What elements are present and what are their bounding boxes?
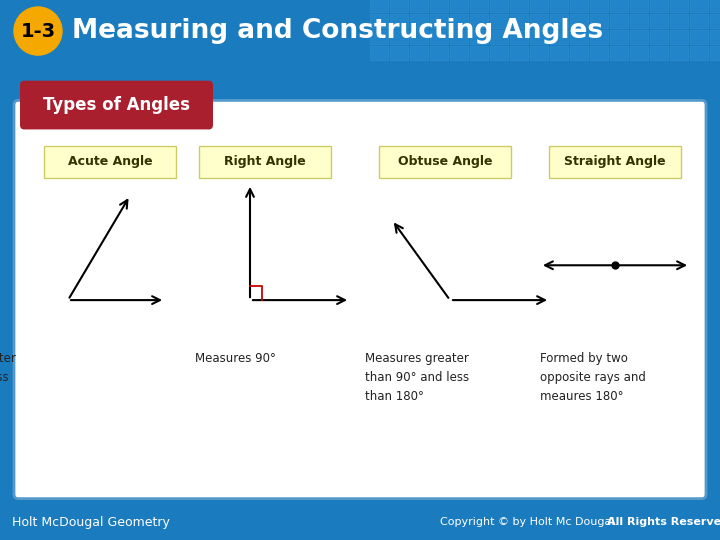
Bar bbox=[410, 30, 428, 44]
Bar bbox=[430, 14, 448, 28]
Text: Holt McDougal Geometry: Holt McDougal Geometry bbox=[12, 516, 170, 529]
Bar bbox=[610, 46, 628, 60]
Text: Measures 90°: Measures 90° bbox=[195, 353, 276, 366]
Bar bbox=[370, 30, 388, 44]
Bar bbox=[390, 46, 408, 60]
Bar bbox=[690, 30, 708, 44]
Bar bbox=[690, 14, 708, 28]
Bar bbox=[570, 30, 588, 44]
Bar bbox=[370, 14, 388, 28]
Bar bbox=[370, 46, 388, 60]
Bar bbox=[710, 14, 720, 28]
Circle shape bbox=[14, 7, 62, 55]
Bar bbox=[650, 30, 668, 44]
Bar bbox=[690, 46, 708, 60]
Bar bbox=[650, 14, 668, 28]
FancyBboxPatch shape bbox=[20, 80, 213, 130]
Bar bbox=[550, 14, 568, 28]
Bar bbox=[630, 14, 648, 28]
FancyBboxPatch shape bbox=[549, 146, 681, 178]
Bar bbox=[550, 30, 568, 44]
Text: Right Angle: Right Angle bbox=[224, 156, 306, 168]
Bar bbox=[690, 0, 708, 12]
Bar bbox=[590, 30, 608, 44]
Bar bbox=[470, 46, 488, 60]
Text: Measures greater
than 90° and less
than 180°: Measures greater than 90° and less than … bbox=[365, 353, 469, 403]
Bar bbox=[410, 0, 428, 12]
Bar bbox=[550, 46, 568, 60]
Bar bbox=[490, 46, 508, 60]
Bar bbox=[510, 30, 528, 44]
Text: Formed by two
opposite rays and
meaures 180°: Formed by two opposite rays and meaures … bbox=[540, 353, 646, 403]
Text: Copyright © by Holt Mc Dougal.: Copyright © by Holt Mc Dougal. bbox=[440, 517, 618, 527]
Bar bbox=[670, 30, 688, 44]
Bar bbox=[710, 46, 720, 60]
Text: All Rights Reserved.: All Rights Reserved. bbox=[607, 517, 720, 527]
Bar bbox=[470, 30, 488, 44]
Text: Types of Angles: Types of Angles bbox=[43, 96, 190, 114]
FancyBboxPatch shape bbox=[379, 146, 511, 178]
Bar bbox=[530, 30, 548, 44]
Bar bbox=[710, 30, 720, 44]
Bar bbox=[410, 14, 428, 28]
Bar bbox=[390, 14, 408, 28]
Bar bbox=[450, 14, 468, 28]
Bar bbox=[570, 14, 588, 28]
Bar bbox=[470, 0, 488, 12]
Bar bbox=[510, 0, 528, 12]
FancyBboxPatch shape bbox=[199, 146, 331, 178]
Bar bbox=[710, 0, 720, 12]
Bar bbox=[630, 0, 648, 12]
Text: Measures greater
than 0° and less
than 90°: Measures greater than 0° and less than 9… bbox=[0, 353, 16, 403]
Bar bbox=[570, 46, 588, 60]
FancyBboxPatch shape bbox=[14, 100, 706, 498]
Bar bbox=[450, 30, 468, 44]
Bar bbox=[490, 14, 508, 28]
Text: Measuring and Constructing Angles: Measuring and Constructing Angles bbox=[72, 18, 603, 44]
Bar bbox=[450, 0, 468, 12]
Bar bbox=[510, 46, 528, 60]
Text: Acute Angle: Acute Angle bbox=[68, 156, 153, 168]
Bar bbox=[550, 0, 568, 12]
Bar bbox=[370, 0, 388, 12]
Bar bbox=[530, 14, 548, 28]
Bar bbox=[530, 0, 548, 12]
Bar bbox=[670, 46, 688, 60]
Bar bbox=[570, 0, 588, 12]
Text: Straight Angle: Straight Angle bbox=[564, 156, 666, 168]
Bar bbox=[430, 30, 448, 44]
Bar bbox=[470, 14, 488, 28]
Bar bbox=[490, 0, 508, 12]
Bar bbox=[590, 46, 608, 60]
FancyBboxPatch shape bbox=[44, 146, 176, 178]
Bar bbox=[590, 0, 608, 12]
Bar bbox=[430, 46, 448, 60]
Bar bbox=[530, 46, 548, 60]
Bar bbox=[610, 30, 628, 44]
Bar bbox=[610, 0, 628, 12]
Bar bbox=[610, 14, 628, 28]
Bar bbox=[630, 46, 648, 60]
Bar bbox=[510, 14, 528, 28]
Bar bbox=[390, 0, 408, 12]
Bar bbox=[450, 46, 468, 60]
Bar bbox=[630, 30, 648, 44]
Bar bbox=[410, 46, 428, 60]
Bar bbox=[430, 0, 448, 12]
Bar bbox=[590, 14, 608, 28]
Bar bbox=[670, 0, 688, 12]
Bar bbox=[390, 30, 408, 44]
Text: 1-3: 1-3 bbox=[20, 22, 55, 40]
Bar bbox=[650, 46, 668, 60]
Bar bbox=[670, 14, 688, 28]
Bar bbox=[490, 30, 508, 44]
Bar bbox=[650, 0, 668, 12]
Text: Obtuse Angle: Obtuse Angle bbox=[397, 156, 492, 168]
